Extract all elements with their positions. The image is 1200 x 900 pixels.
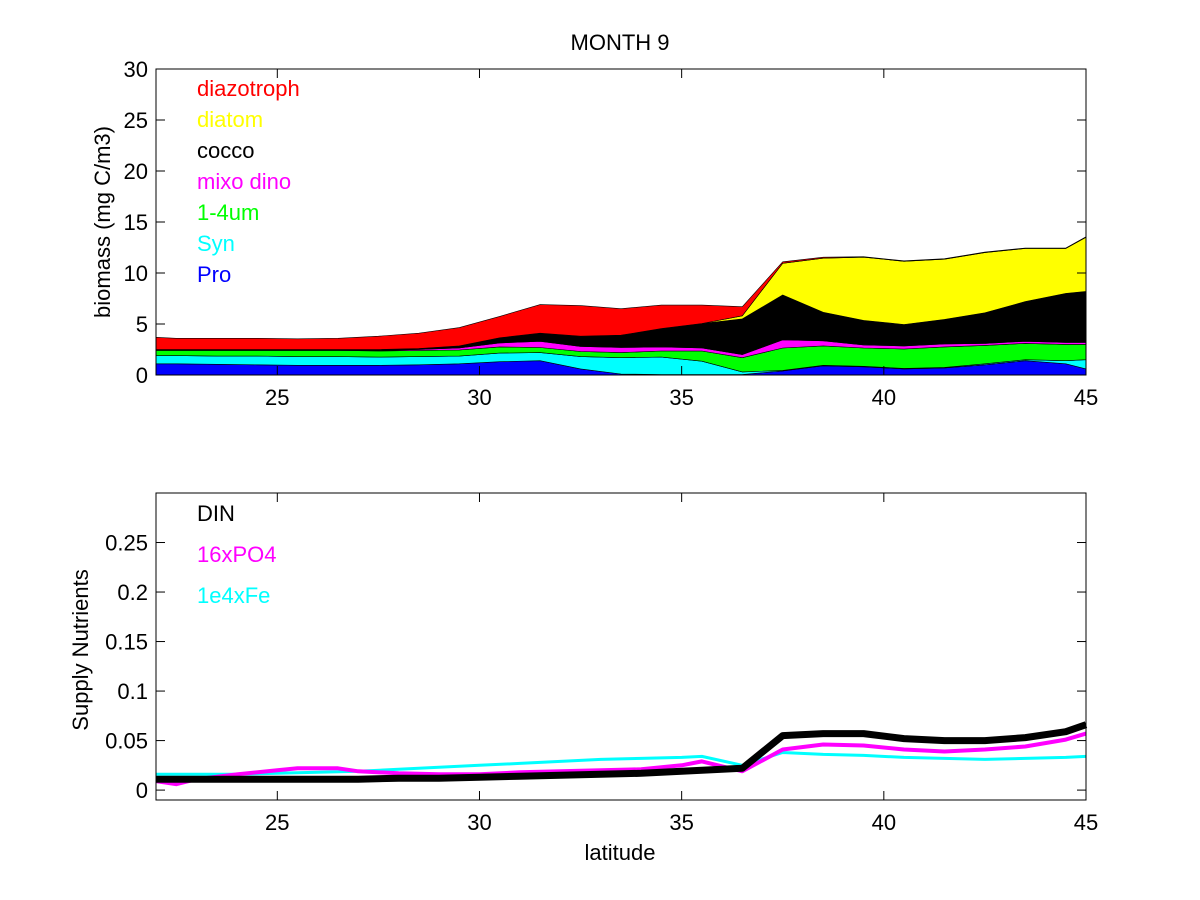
nutrients-ytick-label: 0.25: [105, 531, 148, 556]
nutrients-ticks: 25 30 35 40 45 0 0.05 0.1 0.15 0.2 0.25: [105, 493, 1098, 835]
biomass-xtick-label: 30: [467, 385, 491, 410]
biomass-legend-pro: Pro: [197, 262, 231, 287]
biomass-ytick-label: 10: [124, 261, 148, 286]
nutrients-ytick-label: 0: [136, 778, 148, 803]
biomass-legend-cocco: cocco: [197, 138, 254, 163]
biomass-ytick-label: 5: [136, 312, 148, 337]
biomass-ytick-label: 20: [124, 159, 148, 184]
nutrients-ytick-label: 0.1: [117, 679, 148, 704]
nutrients-legend-1e4xfe: 1e4xFe: [197, 583, 270, 608]
x-axis-label: latitude: [585, 840, 656, 865]
biomass-legend-syn: Syn: [197, 231, 235, 256]
nutrients-legend-din: DIN: [197, 501, 235, 526]
nutrients-xtick-label: 35: [669, 810, 693, 835]
nutrients-y-axis-label: Supply Nutrients: [68, 569, 93, 730]
biomass-xtick-label: 35: [669, 385, 693, 410]
biomass-xtick-label: 45: [1074, 385, 1098, 410]
biomass-legend: diazotroph diatom cocco mixo dino 1-4um Syn Pr…: [197, 76, 300, 287]
biomass-ytick-label: 25: [124, 108, 148, 133]
biomass-legend-diatom: diatom: [197, 107, 263, 132]
nutrients-legend-16xpo4: 16xPO4: [197, 542, 277, 567]
nutrients-xtick-label: 30: [467, 810, 491, 835]
biomass-y-axis-label: biomass (mg C/m3): [90, 126, 115, 318]
nutrients-panel: 25 30 35 40 45 0 0.05 0.1 0.15 0.2 0.25 Supply Nut…: [68, 492, 1098, 865]
nutrients-xtick-label: 25: [265, 810, 289, 835]
biomass-ytick-label: 0: [136, 363, 148, 388]
chart-title: MONTH 9: [571, 30, 670, 55]
biomass-ticks: 25 30 35 40 45 0 5 10 15 20 25 30: [124, 57, 1099, 410]
nutrients-ytick-label: 0.2: [117, 580, 148, 605]
nutrients-legend: DIN 16xPO4 1e4xFe: [197, 501, 277, 608]
nutrients-xtick-label: 45: [1074, 810, 1098, 835]
nutrients-ytick-label: 0.05: [105, 729, 148, 754]
biomass-panel: 25 30 35 40 45 0 5 10 15 20 25 30 biomass (mg C/m3)…: [90, 57, 1098, 410]
biomass-xtick-label: 25: [265, 385, 289, 410]
biomass-legend-mixo-dino: mixo dino: [197, 169, 291, 194]
biomass-ytick-label: 30: [124, 57, 148, 82]
line-din: [156, 721, 1088, 783]
biomass-legend-1-4um: 1-4um: [197, 200, 259, 225]
biomass-ytick-label: 15: [124, 210, 148, 235]
nutrients-axes-box: [155, 492, 1087, 801]
line-1e4xfe: [156, 751, 1087, 776]
nutrients-xtick-label: 40: [872, 810, 896, 835]
line-16xpo4: [155, 731, 1087, 787]
biomass-legend-diazotroph: diazotroph: [197, 76, 300, 101]
biomass-stacked-areas: [155, 236, 1087, 376]
nutrients-ytick-label: 0.15: [105, 630, 148, 655]
biomass-xtick-label: 40: [872, 385, 896, 410]
nutrient-lines: [155, 721, 1088, 787]
